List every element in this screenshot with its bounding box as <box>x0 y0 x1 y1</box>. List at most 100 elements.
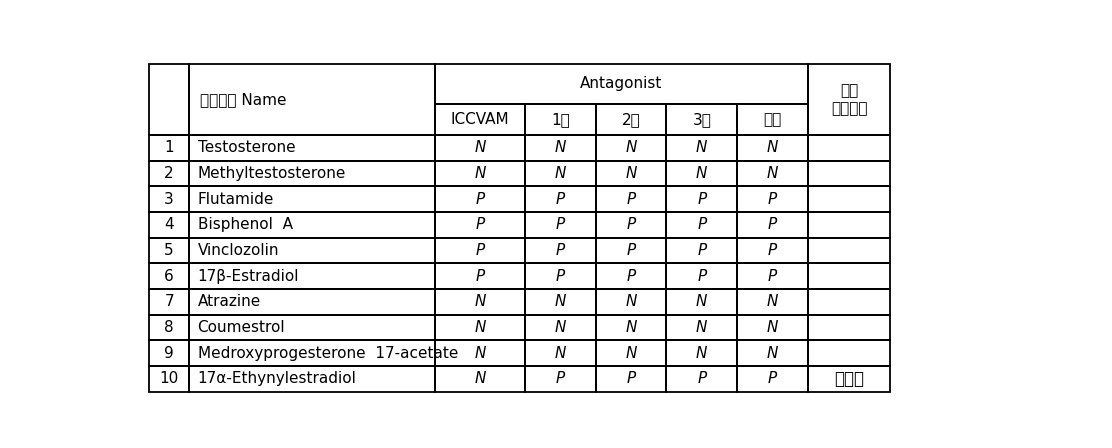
Bar <box>525 366 596 392</box>
Text: 2회: 2회 <box>622 112 641 127</box>
Bar <box>666 315 737 340</box>
Bar <box>435 186 525 212</box>
Bar <box>596 135 666 160</box>
Text: 1회: 1회 <box>552 112 569 127</box>
Bar <box>807 315 891 340</box>
Bar <box>596 315 666 340</box>
Bar <box>435 315 525 340</box>
Bar <box>737 104 807 135</box>
Bar <box>189 340 435 366</box>
Text: P: P <box>626 192 636 207</box>
Bar <box>525 212 596 237</box>
Text: ICCVAM: ICCVAM <box>450 112 509 127</box>
Text: 화학물질 Name: 화학물질 Name <box>200 92 287 107</box>
Bar <box>189 186 435 212</box>
Text: P: P <box>556 192 565 207</box>
Bar <box>737 212 807 237</box>
Bar <box>807 366 891 392</box>
Text: 17β-Estradiol: 17β-Estradiol <box>198 269 299 284</box>
Bar <box>525 104 596 135</box>
Bar <box>525 186 596 212</box>
Text: 2: 2 <box>165 166 173 181</box>
Bar <box>149 263 189 289</box>
Bar <box>807 212 891 237</box>
Text: N: N <box>555 320 566 335</box>
Bar <box>435 135 525 160</box>
Text: N: N <box>767 320 778 335</box>
Text: Bisphenol  A: Bisphenol A <box>198 217 292 232</box>
Bar <box>666 289 737 315</box>
Bar <box>596 104 666 135</box>
Text: 7: 7 <box>165 294 173 310</box>
Bar <box>737 160 807 186</box>
Text: N: N <box>555 166 566 181</box>
Text: N: N <box>474 140 486 155</box>
Text: P: P <box>556 217 565 232</box>
Bar <box>596 263 666 289</box>
Text: N: N <box>767 294 778 310</box>
Text: 6: 6 <box>165 269 175 284</box>
Bar <box>807 135 891 160</box>
Text: P: P <box>697 192 706 207</box>
Text: 종합: 종합 <box>763 112 782 127</box>
Bar <box>807 186 891 212</box>
Text: N: N <box>767 140 778 155</box>
Bar <box>189 135 435 160</box>
Bar <box>666 104 737 135</box>
Bar <box>596 212 666 237</box>
Bar <box>596 340 666 366</box>
Text: P: P <box>475 269 485 284</box>
Text: N: N <box>474 166 486 181</box>
Text: 4: 4 <box>165 217 173 232</box>
Text: P: P <box>626 371 636 387</box>
Bar <box>596 237 666 263</box>
Text: Atrazine: Atrazine <box>198 294 261 310</box>
Bar <box>149 340 189 366</box>
Bar <box>149 64 189 135</box>
Bar <box>189 212 435 237</box>
Bar <box>435 263 525 289</box>
Text: N: N <box>474 320 486 335</box>
Bar <box>737 289 807 315</box>
Text: N: N <box>555 140 566 155</box>
Bar <box>807 64 891 135</box>
Text: P: P <box>626 243 636 258</box>
Text: P: P <box>556 269 565 284</box>
Bar <box>525 289 596 315</box>
Bar <box>149 135 189 160</box>
Text: P: P <box>767 371 777 387</box>
Bar <box>189 263 435 289</box>
Bar <box>525 340 596 366</box>
Text: N: N <box>474 346 486 361</box>
Text: 9: 9 <box>165 346 175 361</box>
Bar <box>525 315 596 340</box>
Text: 17α-Ethynylestradiol: 17α-Ethynylestradiol <box>198 371 357 387</box>
Bar <box>149 366 189 392</box>
Bar <box>189 64 435 135</box>
Bar <box>149 212 189 237</box>
Bar <box>737 135 807 160</box>
Bar <box>149 289 189 315</box>
Text: 판정
일치여부: 판정 일치여부 <box>831 83 867 116</box>
Bar <box>189 289 435 315</box>
Bar <box>189 237 435 263</box>
Text: N: N <box>696 346 707 361</box>
Bar <box>596 289 666 315</box>
Bar <box>666 135 737 160</box>
Text: P: P <box>556 371 565 387</box>
Text: 8: 8 <box>165 320 173 335</box>
Text: N: N <box>625 346 637 361</box>
Bar <box>149 186 189 212</box>
Bar <box>525 237 596 263</box>
Text: N: N <box>767 166 778 181</box>
Bar <box>807 160 891 186</box>
Text: P: P <box>626 217 636 232</box>
Text: N: N <box>696 140 707 155</box>
Text: N: N <box>625 166 637 181</box>
Text: N: N <box>625 320 637 335</box>
Bar <box>666 212 737 237</box>
Text: N: N <box>625 140 637 155</box>
Text: N: N <box>555 346 566 361</box>
Bar <box>737 237 807 263</box>
Text: P: P <box>697 269 706 284</box>
